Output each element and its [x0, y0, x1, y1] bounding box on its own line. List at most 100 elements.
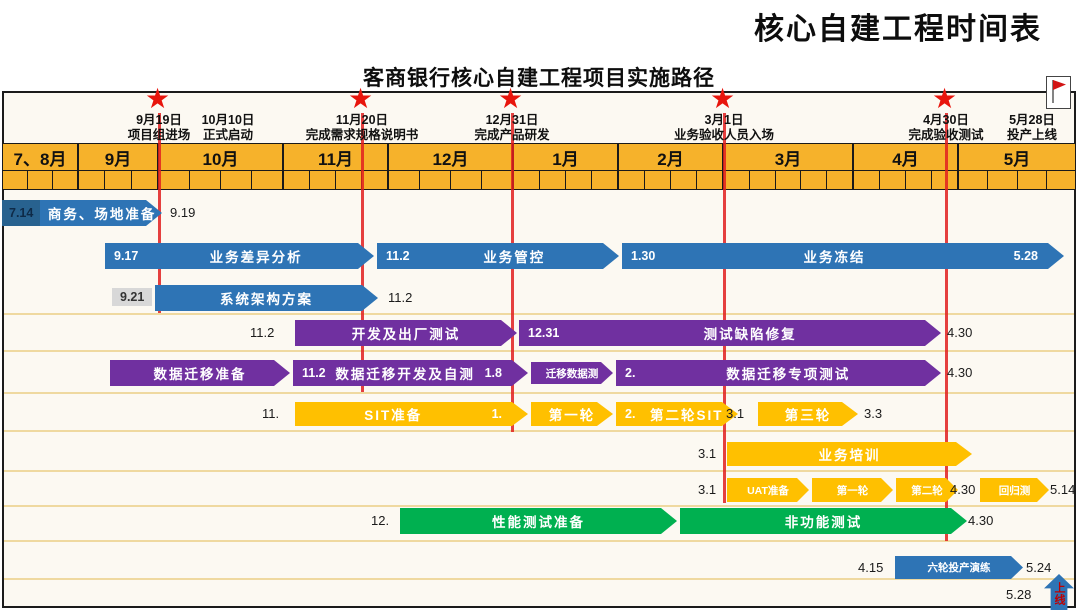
week-cell — [132, 171, 157, 189]
row-separator — [4, 540, 1074, 542]
bar-system-architecture: 系统架构方案 — [155, 285, 378, 311]
bar-business-site-prep: 7.14 商务、场地准备 — [2, 200, 162, 226]
bar-label: 第二轮SIT — [649, 408, 724, 423]
row-separator — [4, 430, 1074, 432]
bar-label: 迁移数据测 — [545, 367, 599, 380]
date-label: 9.21 — [112, 288, 153, 306]
bar-label: 业务管控 — [483, 250, 546, 265]
chart-title: 客商银行核心自建工程项目实施路径 — [363, 66, 715, 90]
bar-data-migration-dev: 11.2 数据迁移开发及自测 1.8 — [293, 360, 528, 386]
week-cell — [959, 171, 989, 189]
bar-label: SIT准备 — [364, 408, 423, 423]
bar-sit-round2: 2. 第二轮SIT — [616, 402, 738, 426]
week-cell — [619, 171, 645, 189]
date-label: 11.2 — [250, 325, 275, 340]
bar-sit-round1: 第一轮 — [531, 402, 613, 426]
milestone-date: 10月10日 — [201, 113, 255, 127]
milestone-desc: 正式启动 — [202, 127, 253, 142]
week-cell — [105, 171, 132, 189]
milestone-date: 11月20日 — [335, 113, 389, 127]
date-label: 4.30 — [947, 325, 973, 340]
bar-label: 第三轮 — [784, 408, 832, 423]
date-label: 4.30 — [950, 482, 976, 497]
bar-label: 第二轮 — [911, 484, 943, 497]
date-label: 5.24 — [1026, 560, 1052, 575]
milestone-date: 3月1日 — [704, 113, 744, 127]
date-label: 5.14 — [1050, 482, 1076, 497]
bar-label: 系统架构方案 — [220, 292, 313, 307]
week-cell — [420, 171, 451, 189]
week-cell — [592, 171, 617, 189]
row-separator — [4, 392, 1074, 394]
milestone-desc: 完成需求规格说明书 — [305, 127, 419, 142]
week-row — [2, 170, 78, 190]
week-row — [283, 170, 388, 190]
milestone-desc: 业务验收人员入场 — [673, 127, 775, 142]
bar-label: 业务冻结 — [803, 250, 866, 265]
week-row — [513, 170, 618, 190]
date-label: 11. — [262, 406, 280, 421]
page-title: 核心自建工程时间表 — [754, 13, 1042, 46]
bar-label: 数据迁移准备 — [153, 367, 247, 382]
bar-label: 商务、场地准备 — [47, 207, 157, 222]
month-header: 12月 — [388, 143, 513, 172]
week-cell — [389, 171, 420, 189]
row-separator — [4, 350, 1074, 352]
month-header: 11月 — [283, 143, 388, 172]
milestone-desc: 完成验收测试 — [908, 127, 984, 142]
week-row — [618, 170, 723, 190]
chart-title-bar: 客商银行核心自建工程项目实施路径 — [2, 62, 1076, 93]
month-header: 4月 — [853, 143, 958, 172]
milestone-star-icon: ★ — [932, 83, 958, 114]
week-cell — [1047, 171, 1075, 189]
bar-business-freeze: 1.30 业务冻结 5.28 — [622, 243, 1064, 269]
milestone-line — [945, 113, 948, 541]
month-header: 2月 — [618, 143, 723, 172]
milestone-label: 9月19日 项目组进场 — [128, 113, 191, 142]
week-cell — [79, 171, 106, 189]
milestone-star-icon: ★ — [145, 83, 171, 114]
date-label: 11.2 — [388, 290, 413, 305]
bar-dev-factory-test: 开发及出厂测试 — [295, 320, 517, 346]
week-cell — [827, 171, 852, 189]
month-header: 9月 — [78, 143, 158, 172]
bar-label: 第一轮 — [836, 484, 869, 497]
launch-arrow-label: 上线 — [1053, 582, 1065, 606]
week-cell — [854, 171, 880, 189]
week-cell — [697, 171, 722, 189]
week-row — [958, 170, 1076, 190]
bar-test-defect-fix: 12.31 测试缺陷修复 — [519, 320, 941, 346]
bar-migration-data-test: 迁移数据测 — [531, 362, 613, 384]
bar-label: 数据迁移开发及自测 — [335, 367, 475, 382]
week-cell — [336, 171, 362, 189]
week-cell — [671, 171, 697, 189]
bar-label: 数据迁移专项测试 — [726, 367, 851, 382]
week-cell — [190, 171, 221, 189]
milestone-desc: 项目组进场 — [127, 127, 191, 142]
bar-business-training: 业务培训 — [727, 442, 972, 466]
bar-label: 非功能测试 — [784, 515, 863, 530]
bar-label: 测试缺陷修复 — [703, 327, 797, 342]
week-cell — [284, 171, 310, 189]
week-cell — [451, 171, 482, 189]
bar-label: 业务培训 — [818, 448, 881, 463]
week-cell — [566, 171, 592, 189]
date-label: 3.3 — [864, 406, 883, 421]
bar-start-date: 2. — [625, 366, 636, 380]
week-row — [388, 170, 513, 190]
week-cell — [3, 171, 28, 189]
bar-start-date: 12.31 — [528, 326, 560, 340]
week-row — [853, 170, 958, 190]
bar-end-date: 5.28 — [1013, 249, 1038, 263]
bar-uat-round1: 第一轮 — [812, 478, 893, 502]
date-label: 4.30 — [947, 365, 973, 380]
bar-business-gap-analysis: 9.17 业务差异分析 — [105, 243, 374, 269]
bar-label: 回归测 — [998, 484, 1031, 497]
week-cell — [988, 171, 1018, 189]
date-label: 4.30 — [968, 513, 994, 528]
week-cell — [776, 171, 802, 189]
date-label: 9.19 — [170, 205, 196, 220]
bar-start-date: 9.17 — [114, 249, 139, 263]
bar-perf-test-prep: 性能测试准备 — [400, 508, 677, 534]
milestone-label: 4月30日 完成验收测试 — [908, 113, 983, 142]
